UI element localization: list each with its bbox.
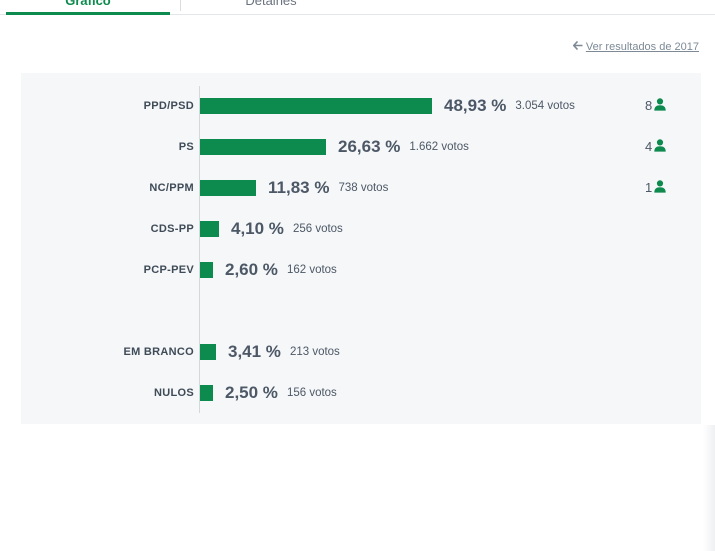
votes-label: 3.054 votos (515, 100, 575, 112)
percent-label: 2,50 % (225, 383, 278, 402)
party-label: PPD/PSD (143, 100, 194, 112)
scroll-shadow (703, 425, 715, 551)
percent-label: 4,10 % (231, 219, 284, 238)
result-bar[interactable] (200, 385, 213, 401)
tab-chart[interactable]: Gráfico (6, 0, 170, 15)
tab-details[interactable]: Detalhes (180, 0, 361, 11)
arrow-left-icon (572, 40, 583, 53)
user-icon (654, 98, 666, 114)
party-label: CDS-PP (150, 223, 194, 235)
votes-label: 738 votos (338, 182, 389, 194)
percent-label: 26,63 % (338, 137, 401, 156)
seats-number: 4 (645, 139, 653, 154)
seats-count: 8 (645, 98, 666, 114)
party-label: EM BRANCO (123, 346, 194, 358)
result-bar[interactable] (200, 262, 213, 278)
user-icon (654, 180, 666, 196)
result-bar[interactable] (200, 221, 219, 237)
user-icon (654, 139, 666, 155)
previous-results-label: Ver resultados de 2017 (585, 41, 699, 53)
percent-label: 48,93 % (444, 96, 507, 115)
seats-count: 1 (645, 180, 666, 196)
percent-label: 2,60 % (225, 260, 278, 279)
votes-label: 156 votos (286, 387, 337, 399)
results-chart-panel (21, 73, 701, 424)
seats-number: 8 (645, 98, 653, 113)
party-label: NC/PPM (149, 182, 194, 194)
votes-label: 256 votos (292, 223, 343, 235)
chart-axis-line (199, 86, 200, 413)
seats-number: 1 (645, 180, 653, 195)
percent-label: 11,83 % (268, 178, 330, 197)
seats-count: 4 (645, 139, 666, 155)
result-bar[interactable] (200, 344, 216, 360)
percent-label: 3,41 % (228, 342, 281, 361)
votes-label: 213 votos (289, 346, 340, 358)
tab-bar: Gráfico Detalhes (0, 0, 715, 15)
party-label: PS (178, 141, 194, 153)
result-bar[interactable] (200, 98, 432, 114)
result-bar[interactable] (200, 139, 326, 155)
votes-label: 162 votos (286, 264, 337, 276)
party-label: NULOS (154, 387, 194, 399)
party-label: PCP-PEV (143, 264, 194, 276)
votes-label: 1.662 votos (409, 141, 469, 153)
previous-results-link[interactable]: Ver resultados de 2017 (572, 40, 699, 53)
result-bar[interactable] (200, 180, 256, 196)
